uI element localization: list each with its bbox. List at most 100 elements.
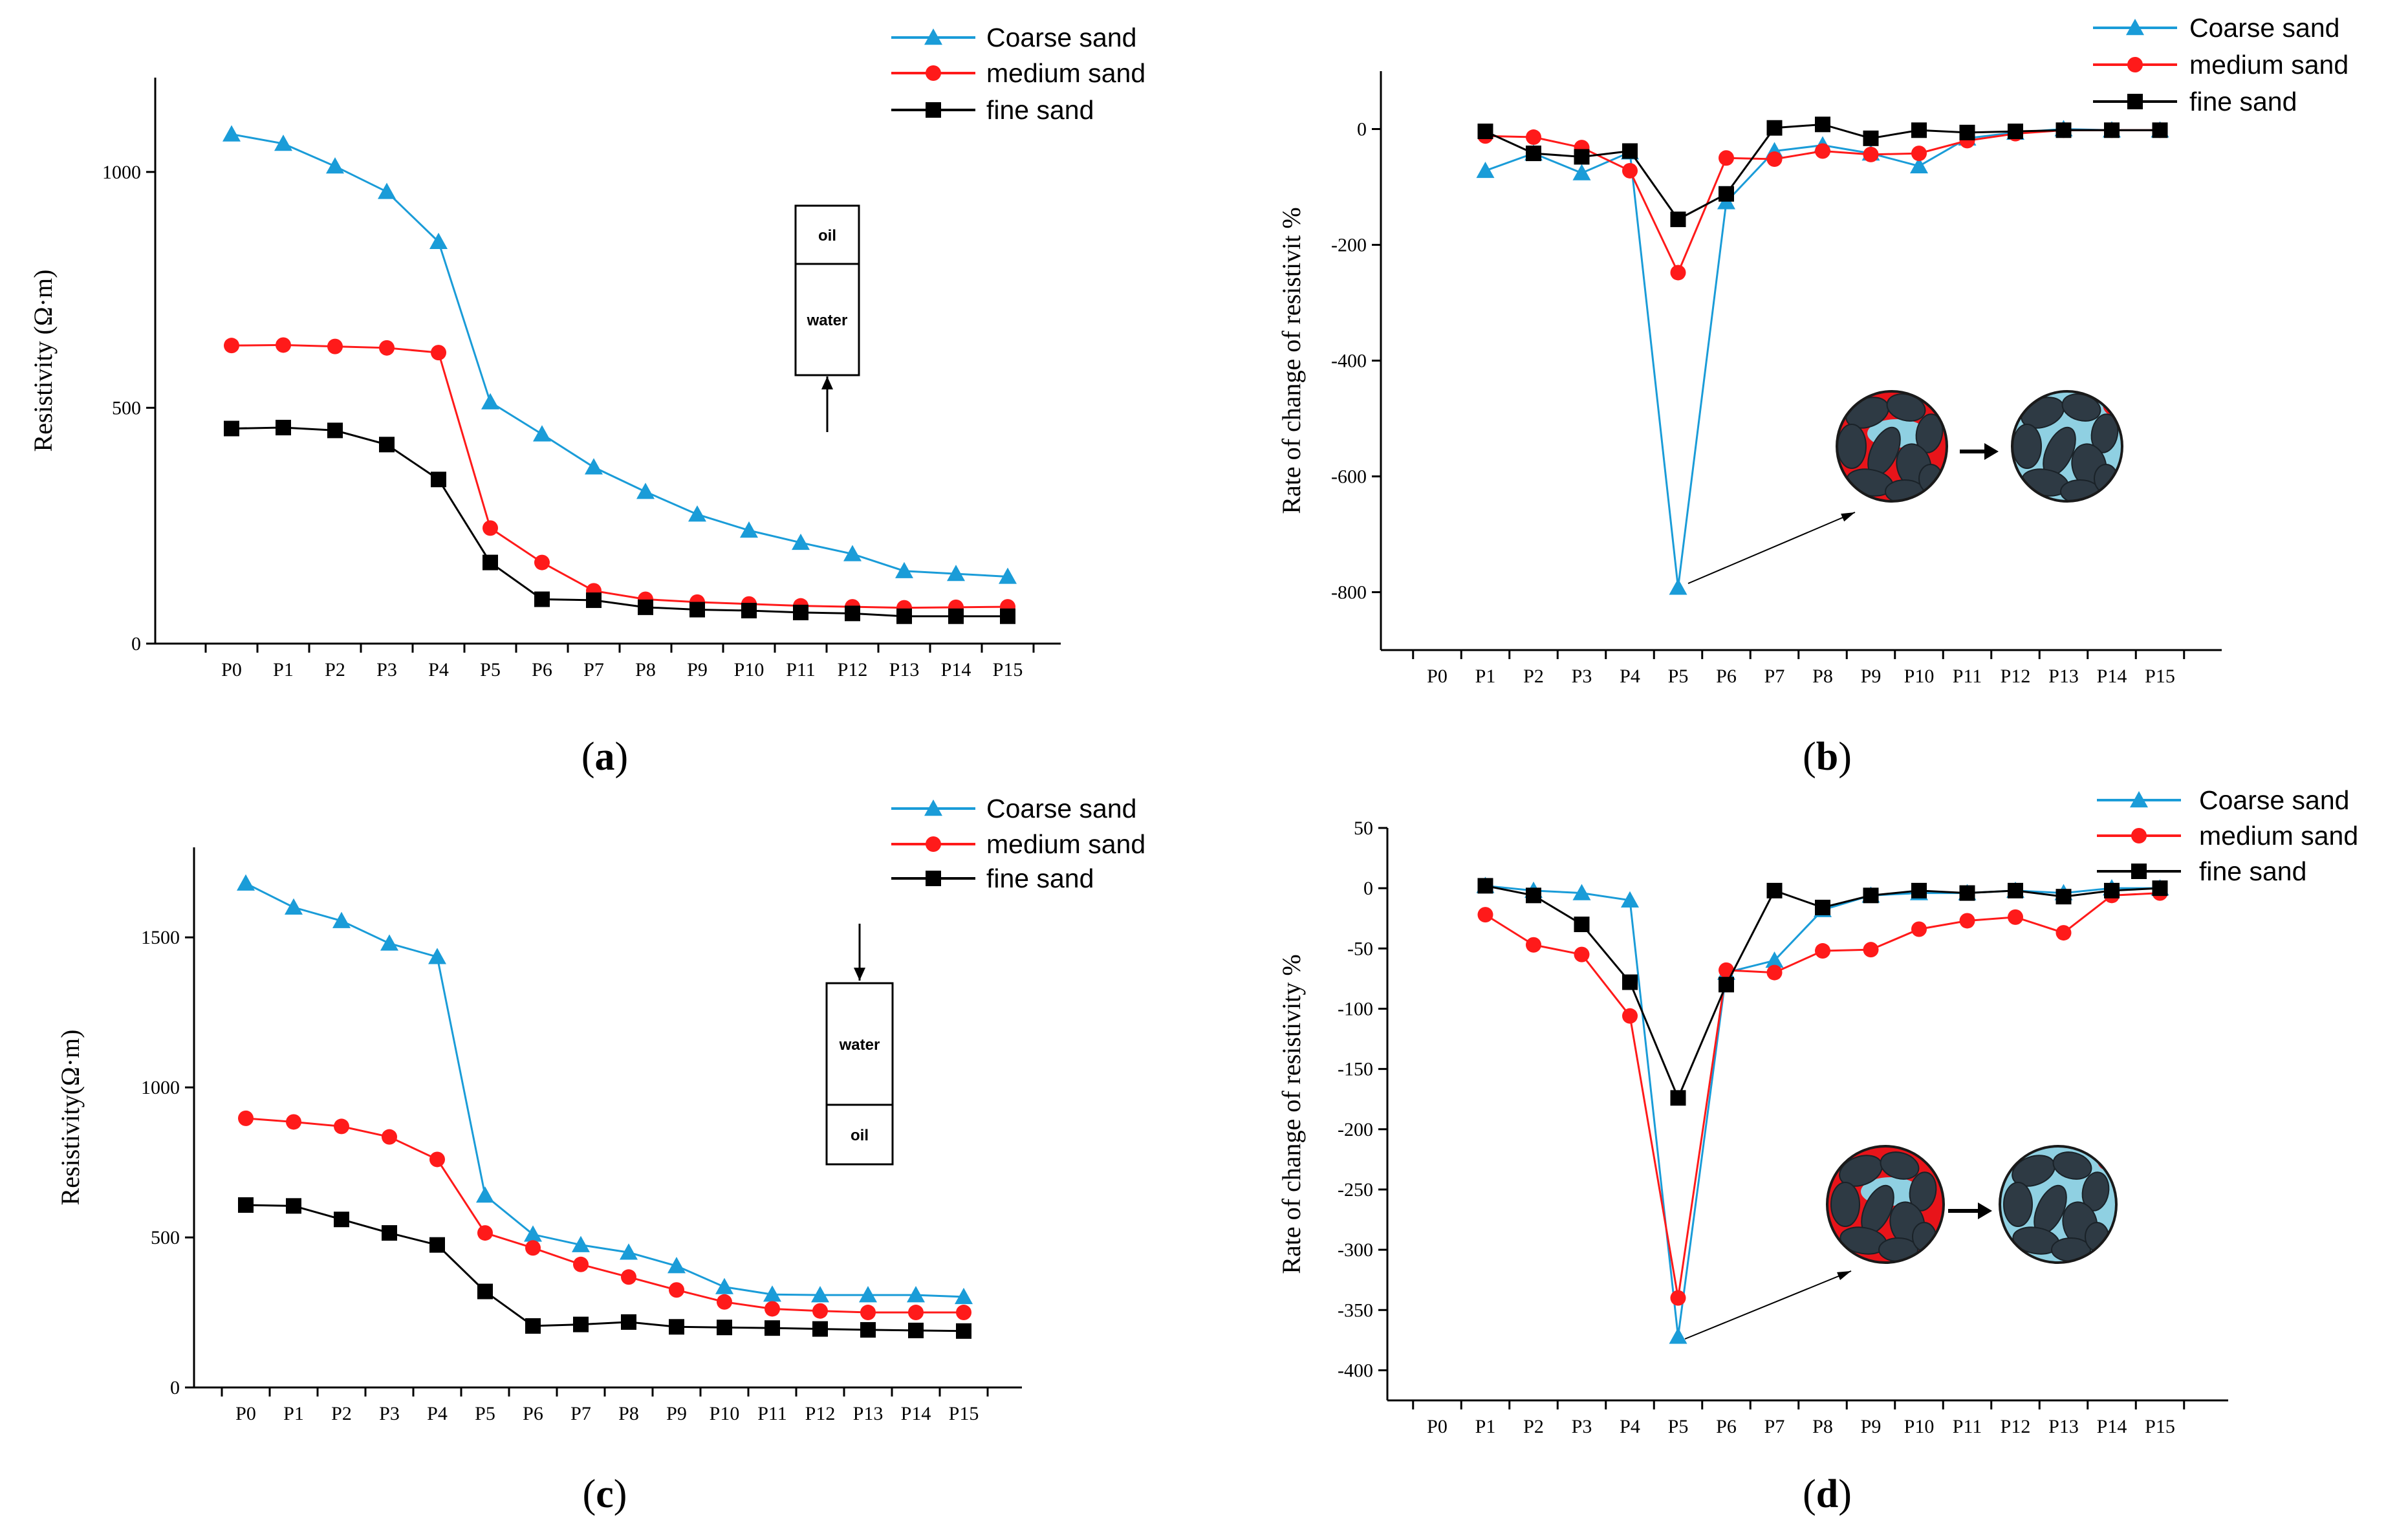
pore-illustration-b — [1687, 390, 2123, 584]
y-tick-label: -200 — [1338, 1119, 1373, 1140]
data-point — [237, 874, 255, 891]
y-tick-label: 0 — [131, 633, 141, 655]
data-point — [431, 345, 446, 361]
data-point — [1911, 146, 1927, 162]
data-point — [1719, 977, 1734, 993]
data-point — [1622, 143, 1638, 159]
data-point — [1572, 164, 1591, 180]
data-point — [948, 608, 964, 624]
data-point — [224, 338, 239, 354]
data-point — [1719, 186, 1734, 202]
x-tick-label: P12 — [838, 659, 868, 680]
data-point — [620, 1243, 638, 1260]
data-point — [1477, 878, 1493, 894]
inset-box-top-label: oil — [818, 227, 836, 245]
legend-label: fine sand — [986, 864, 1094, 893]
grain-fill — [2000, 1146, 2116, 1263]
data-point — [1766, 120, 1783, 136]
callout-arrow — [1687, 512, 1856, 584]
data-point — [895, 561, 913, 578]
data-point — [765, 1320, 780, 1336]
y-tick-label: -200 — [1331, 235, 1367, 256]
data-point — [2104, 122, 2120, 138]
legend-label: Coarse sand — [2189, 13, 2339, 43]
inset-arrow-head — [821, 376, 833, 389]
y-tick-label: 50 — [1354, 818, 1373, 839]
x-tick-label: P8 — [1812, 1416, 1833, 1437]
data-point — [1669, 1327, 1687, 1344]
transition-arrow-head — [1978, 1202, 1992, 1219]
data-point — [1574, 946, 1590, 962]
y-axis-title: Resistivity (Ω·m) — [28, 270, 58, 452]
y-tick-label: 1000 — [141, 1077, 180, 1098]
legend-marker — [2131, 864, 2147, 879]
x-tick-label: P13 — [2048, 1416, 2079, 1437]
data-point — [334, 1118, 349, 1135]
data-point — [860, 1321, 876, 1338]
legend-label: fine sand — [2199, 856, 2306, 886]
data-point — [534, 591, 550, 607]
sand-grain — [2094, 464, 2118, 494]
data-point — [533, 425, 551, 442]
data-point — [572, 1235, 590, 1252]
data-point — [285, 898, 303, 915]
data-point — [740, 521, 758, 538]
x-tick-label: P9 — [1861, 1416, 1882, 1437]
chart-panel-d: -400 -350 -300 -250 -200 -150 -100 -50 0 50 P0 P1 P2… — [1277, 785, 2358, 1516]
x-tick-label: P5 — [1668, 666, 1689, 687]
x-tick-label: P3 — [1572, 1416, 1592, 1437]
sand-grain — [2051, 1237, 2091, 1262]
callout-arrow-head — [1841, 512, 1855, 522]
chart-panel-b: -800 -600 -400 -200 0 P0 P1 P2 P3 P4 P5 P6 P7 P8 P9 P10… — [1277, 13, 2348, 779]
x-tick-label: P10 — [710, 1403, 740, 1424]
legend-label: Coarse sand — [986, 794, 1136, 823]
data-point — [525, 1240, 541, 1256]
data-point — [956, 1305, 971, 1321]
grain-before-d — [1826, 1145, 1945, 1264]
y-tick-label: 1000 — [102, 162, 141, 183]
x-tick-label: P4 — [427, 1403, 448, 1424]
data-point — [1910, 157, 1928, 173]
panel-label-letter: c — [596, 1472, 614, 1516]
grain-fill — [2012, 391, 2122, 501]
data-point — [2152, 122, 2168, 138]
data-point — [1526, 129, 1541, 146]
x-tick-label: P9 — [666, 1403, 687, 1424]
legend-marker — [2127, 57, 2143, 72]
data-point — [1959, 913, 1975, 929]
data-point — [811, 1286, 829, 1303]
data-point — [1766, 964, 1783, 981]
x-tick-label: P3 — [376, 659, 397, 680]
x-tick-label: P8 — [1812, 666, 1833, 687]
pore-illustration-d — [1684, 1145, 2118, 1340]
data-point — [573, 1256, 589, 1272]
data-point — [431, 472, 446, 488]
callout-arrow-head — [1837, 1271, 1851, 1280]
x-tick-label: P15 — [949, 1403, 979, 1424]
data-point — [1863, 887, 1879, 904]
data-point — [1574, 149, 1590, 165]
data-point — [636, 483, 655, 499]
data-point — [477, 1225, 493, 1241]
data-point — [947, 565, 965, 582]
grain-outline — [1826, 1145, 1945, 1264]
data-point — [1863, 146, 1879, 162]
data-point — [222, 125, 241, 142]
data-point — [1911, 122, 1927, 138]
legend-label: Coarse sand — [2199, 785, 2349, 815]
data-point — [1670, 1290, 1686, 1306]
data-point — [717, 1320, 732, 1336]
data-point — [1000, 608, 1015, 624]
y-tick-label: -100 — [1338, 998, 1373, 1019]
x-tick-label: P15 — [993, 659, 1023, 680]
data-point — [956, 1323, 971, 1339]
data-point — [1719, 150, 1734, 166]
data-point — [859, 1286, 877, 1303]
sand-grain — [2012, 424, 2042, 469]
legend-marker — [926, 102, 941, 118]
data-point — [843, 545, 862, 561]
data-point — [2055, 122, 2072, 138]
legend-marker — [2131, 828, 2147, 843]
panel-label-paren-open: ( — [581, 735, 595, 779]
data-point — [276, 337, 291, 353]
